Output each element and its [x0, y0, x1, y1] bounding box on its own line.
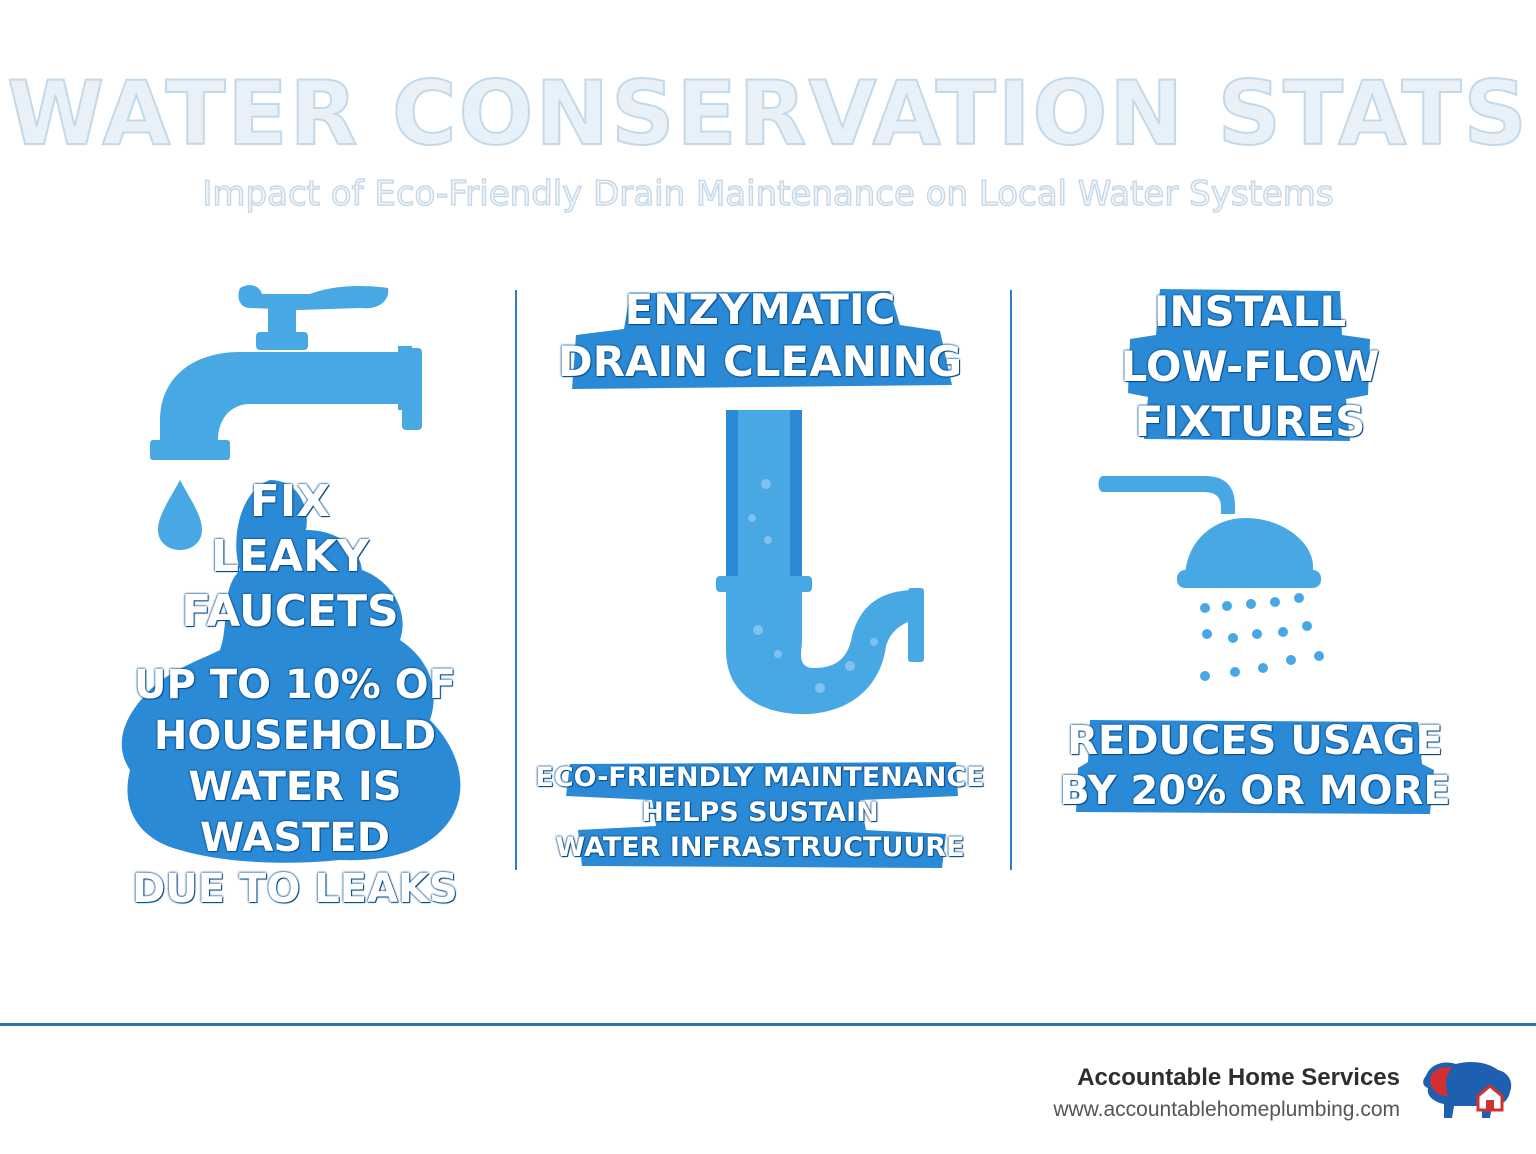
footer-divider	[0, 1023, 1536, 1026]
heading-line: ENZYMATIC	[624, 285, 896, 334]
eco-maintenance-stat: ECO-FRIENDLY MAINTENANCE HELPS SUSTAIN W…	[530, 760, 990, 865]
column-divider	[515, 290, 517, 870]
enzymatic-drain-cleaning-heading: ENZYMATIC DRAIN CLEANING	[540, 284, 980, 388]
heading-background-splash	[572, 291, 952, 389]
usage-reduction-stat: REDUCES USAGE BY 20% OR MORE	[1050, 716, 1460, 816]
drain-pipe-icon	[716, 410, 924, 715]
leak-waste-stat: UP TO 10% OF HOUSEHOLD WATER IS WASTED D…	[100, 660, 490, 915]
heading-line: FIX	[249, 476, 331, 527]
stat-line: ECO-FRIENDLY MAINTENANCE	[535, 762, 985, 793]
column-divider	[1010, 290, 1012, 870]
heading-line: LEAKY	[210, 531, 370, 582]
stat-line: DUE TO LEAKS	[132, 866, 458, 912]
heading-line: FAUCETS	[181, 586, 399, 637]
fix-leaky-faucets-heading: FIX LEAKY FAUCETS	[110, 474, 470, 639]
faucet-icon	[150, 285, 422, 550]
stat-line: WATER INFRASTRUCTUURE	[555, 832, 965, 863]
company-name: Accountable Home Services	[1077, 1064, 1400, 1091]
stat-background-splash	[121, 480, 461, 863]
heading-line: DRAIN CLEANING	[557, 337, 963, 386]
bison-house-logo	[1423, 1062, 1512, 1118]
heading-line: INSTALL	[1153, 287, 1347, 336]
page-subtitle: Impact of Eco-Friendly Drain Maintenance…	[202, 173, 1335, 214]
stat-line: WATER IS WASTED	[188, 764, 402, 861]
heading-line: FIXTURES	[1134, 397, 1366, 446]
stat-line: UP TO 10% OF	[134, 662, 456, 708]
company-url[interactable]: www.accountablehomeplumbing.com	[1053, 1098, 1400, 1121]
stat-background-splash	[1076, 720, 1434, 814]
stat-background-splash	[566, 762, 958, 868]
heading-background-splash	[1128, 289, 1370, 441]
shower-head-icon	[1098, 476, 1324, 681]
stat-line: HOUSEHOLD	[153, 713, 437, 759]
heading-line: LOW-FLOW	[1120, 342, 1380, 391]
stat-line: HELPS SUSTAIN	[641, 797, 879, 828]
stat-line: BY 20% OR MORE	[1059, 768, 1451, 814]
install-low-flow-fixtures-heading: INSTALL LOW-FLOW FIXTURES	[1080, 284, 1420, 449]
stat-line: REDUCES USAGE	[1067, 718, 1443, 764]
page-title: WATER CONSERVATION STATS	[6, 61, 1529, 166]
